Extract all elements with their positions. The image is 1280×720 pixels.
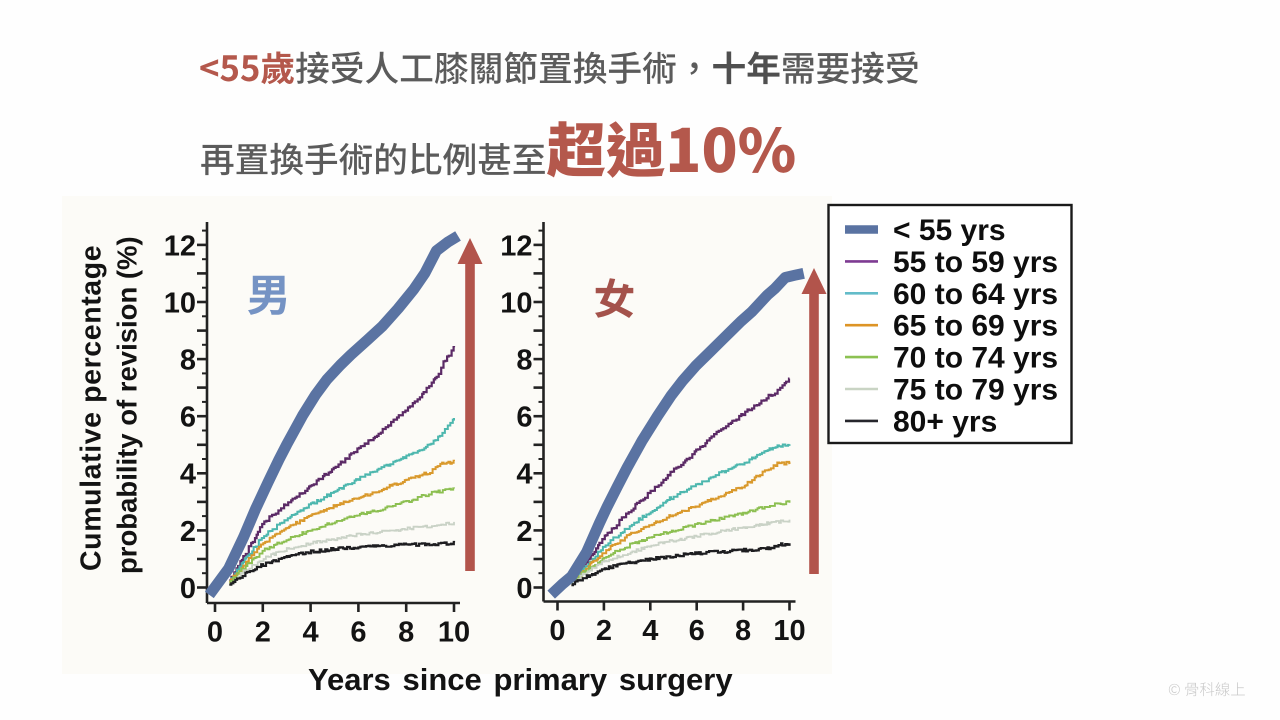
svg-text:6: 6 bbox=[516, 402, 532, 434]
svg-text:6: 6 bbox=[180, 402, 196, 434]
svg-text:10: 10 bbox=[438, 617, 470, 649]
svg-text:probability of revision (%): probability of revision (%) bbox=[112, 236, 143, 574]
svg-text:4: 4 bbox=[642, 615, 658, 647]
svg-text:80+ yrs: 80+ yrs bbox=[893, 405, 997, 438]
svg-text:< 55 yrs: < 55 yrs bbox=[893, 214, 1006, 247]
svg-text:0: 0 bbox=[516, 573, 532, 605]
svg-text:2: 2 bbox=[596, 615, 612, 647]
svg-text:Cumulative percentage: Cumulative percentage bbox=[76, 245, 108, 571]
svg-text:8: 8 bbox=[735, 615, 751, 647]
svg-text:12: 12 bbox=[164, 230, 196, 262]
svg-text:0: 0 bbox=[207, 617, 223, 649]
svg-text:6: 6 bbox=[350, 617, 366, 649]
svg-text:4: 4 bbox=[516, 459, 532, 491]
svg-text:10: 10 bbox=[500, 287, 532, 319]
svg-text:75 to 79 yrs: 75 to 79 yrs bbox=[893, 374, 1058, 407]
svg-text:12: 12 bbox=[500, 230, 532, 262]
svg-text:Years since primary surgery: Years since primary surgery bbox=[308, 662, 733, 697]
svg-text:60 to 64 yrs: 60 to 64 yrs bbox=[893, 278, 1058, 311]
svg-text:8: 8 bbox=[516, 345, 532, 377]
svg-text:8: 8 bbox=[398, 617, 414, 649]
svg-text:4: 4 bbox=[303, 617, 319, 649]
svg-text:2: 2 bbox=[516, 516, 532, 548]
svg-text:6: 6 bbox=[689, 615, 705, 647]
svg-text:2: 2 bbox=[180, 516, 196, 548]
svg-text:70 to 74 yrs: 70 to 74 yrs bbox=[893, 342, 1058, 375]
svg-text:2: 2 bbox=[255, 617, 271, 649]
svg-text:0: 0 bbox=[180, 573, 196, 605]
svg-text:10: 10 bbox=[164, 287, 196, 319]
svg-text:8: 8 bbox=[180, 345, 196, 377]
svg-text:55 to 59 yrs: 55 to 59 yrs bbox=[893, 246, 1058, 279]
svg-text:10: 10 bbox=[773, 615, 805, 647]
svg-text:4: 4 bbox=[180, 459, 196, 491]
svg-text:0: 0 bbox=[549, 615, 565, 647]
svg-text:65 to 69 yrs: 65 to 69 yrs bbox=[893, 310, 1058, 343]
